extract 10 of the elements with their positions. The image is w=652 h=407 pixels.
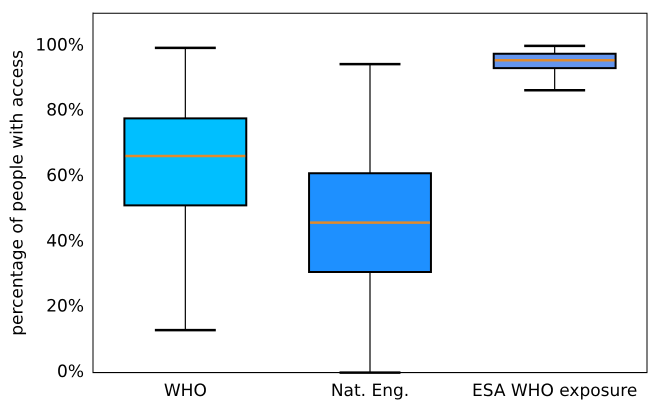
y-tick-label: 20% [46, 296, 84, 317]
y-axis-title: percentage of people with access [8, 50, 28, 336]
y-tick-label: 100% [35, 35, 84, 56]
y-tick-label: 60% [46, 166, 84, 186]
x-tick-label: ESA WHO exposure [472, 381, 638, 402]
x-tick-label: WHO [164, 381, 207, 402]
x-tick-label: Nat. Eng. [330, 381, 410, 402]
y-tick-label: 0% [57, 362, 84, 382]
y-tick-label: 80% [46, 100, 84, 121]
y-tick-label: 40% [46, 231, 84, 252]
